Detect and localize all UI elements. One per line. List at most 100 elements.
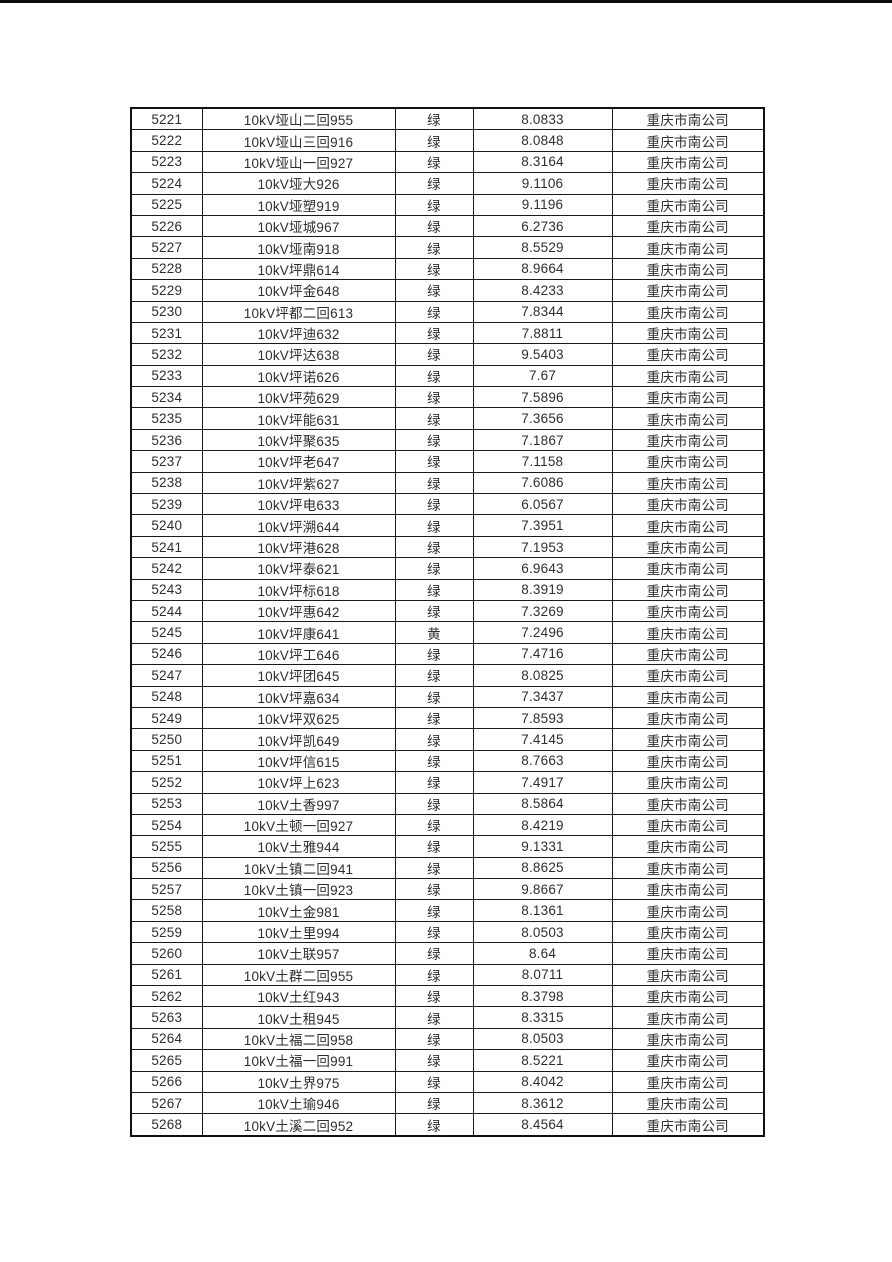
row-index-cell: 5264 (130, 1027, 203, 1051)
status-cell: 绿 (394, 514, 474, 537)
status-cell: 绿 (394, 129, 474, 152)
value-cell: 7.4145 (472, 728, 613, 751)
row-index-cell: 5228 (130, 257, 203, 281)
company-cell: 重庆市南公司 (611, 1006, 765, 1029)
table-row: 5241 10kV坪港628 绿 7.1953 重庆市南公司 (130, 535, 765, 559)
table-row: 5266 10kV土界975 绿 8.4042 重庆市南公司 (130, 1070, 765, 1093)
value-cell: 8.0711 (472, 963, 613, 987)
value-cell: 7.67 (472, 364, 613, 388)
status-cell: 绿 (394, 193, 474, 216)
company-cell: 重庆市南公司 (611, 450, 765, 473)
row-index-cell: 5235 (130, 407, 203, 430)
line-name-cell: 10kV坪凯649 (201, 728, 396, 751)
value-cell: 7.5896 (472, 386, 613, 409)
table-row: 5261 10kV土群二回955 绿 8.0711 重庆市南公司 (130, 963, 765, 987)
line-name-cell: 10kV土雅944 (201, 835, 396, 858)
line-name-cell: 10kV坪聚635 (201, 428, 396, 452)
row-index-cell: 5241 (130, 535, 203, 559)
line-data-table: 5221 10kV垭山二回955 绿 8.0833 重庆市南公司 5222 10… (130, 107, 765, 1137)
table-row: 5239 10kV坪电633 绿 6.0567 重庆市南公司 (130, 493, 765, 516)
status-cell: 绿 (394, 878, 474, 901)
line-name-cell: 10kV垭塑919 (201, 193, 396, 216)
company-cell: 重庆市南公司 (611, 107, 765, 131)
status-cell: 绿 (394, 386, 474, 409)
table-row: 5249 10kV坪双625 绿 7.8593 重庆市南公司 (130, 706, 765, 730)
company-cell: 重庆市南公司 (611, 471, 765, 495)
row-index-cell: 5246 (130, 642, 203, 666)
line-name-cell: 10kV土金981 (201, 899, 396, 922)
table-row: 5240 10kV坪溯644 绿 7.3951 重庆市南公司 (130, 514, 765, 537)
company-cell: 重庆市南公司 (611, 685, 765, 708)
row-index-cell: 5248 (130, 685, 203, 708)
line-name-cell: 10kV坪康641 (201, 621, 396, 644)
status-cell: 绿 (394, 771, 474, 794)
status-cell: 绿 (394, 107, 474, 131)
line-name-cell: 10kV土顿一回927 (201, 813, 396, 837)
table-row: 5246 10kV坪工646 绿 7.4716 重庆市南公司 (130, 642, 765, 666)
line-name-cell: 10kV土红943 (201, 985, 396, 1008)
row-index-cell: 5244 (130, 599, 203, 623)
row-index-cell: 5226 (130, 214, 203, 238)
value-cell: 7.4716 (472, 642, 613, 666)
status-cell: 绿 (394, 749, 474, 773)
status-cell: 绿 (394, 257, 474, 281)
status-cell: 绿 (394, 364, 474, 388)
table-row: 5263 10kV土租945 绿 8.3315 重庆市南公司 (130, 1006, 765, 1029)
company-cell: 重庆市南公司 (611, 557, 765, 580)
row-index-cell: 5225 (130, 193, 203, 216)
row-index-cell: 5224 (130, 172, 203, 195)
company-cell: 重庆市南公司 (611, 514, 765, 537)
company-cell: 重庆市南公司 (611, 364, 765, 388)
line-name-cell: 10kV土界975 (201, 1070, 396, 1093)
table-row: 5267 10kV土瑜946 绿 8.3612 重庆市南公司 (130, 1091, 765, 1115)
table-row: 5257 10kV土镇一回923 绿 9.8667 重庆市南公司 (130, 878, 765, 901)
status-cell: 绿 (394, 535, 474, 559)
line-name-cell: 10kV坪工646 (201, 642, 396, 666)
company-cell: 重庆市南公司 (611, 1113, 765, 1137)
company-cell: 重庆市南公司 (611, 878, 765, 901)
line-name-cell: 10kV土群二回955 (201, 963, 396, 987)
value-cell: 8.5864 (472, 792, 613, 815)
status-cell: 绿 (394, 963, 474, 987)
company-cell: 重庆市南公司 (611, 664, 765, 687)
company-cell: 重庆市南公司 (611, 321, 765, 345)
status-cell: 绿 (394, 450, 474, 473)
table-row: 5253 10kV土香997 绿 8.5864 重庆市南公司 (130, 792, 765, 815)
status-cell: 绿 (394, 428, 474, 452)
company-cell: 重庆市南公司 (611, 835, 765, 858)
value-cell: 7.6086 (472, 471, 613, 495)
value-cell: 7.3951 (472, 514, 613, 537)
value-cell: 8.3919 (472, 578, 613, 601)
value-cell: 8.3315 (472, 1006, 613, 1029)
line-name-cell: 10kV坪金648 (201, 279, 396, 302)
row-index-cell: 5239 (130, 493, 203, 516)
table-row: 5247 10kV坪团645 绿 8.0825 重庆市南公司 (130, 664, 765, 687)
company-cell: 重庆市南公司 (611, 257, 765, 281)
row-index-cell: 5227 (130, 236, 203, 259)
company-cell: 重庆市南公司 (611, 942, 765, 965)
company-cell: 重庆市南公司 (611, 1091, 765, 1115)
line-name-cell: 10kV土瑜946 (201, 1091, 396, 1115)
value-cell: 8.3164 (472, 150, 613, 174)
company-cell: 重庆市南公司 (611, 279, 765, 302)
row-index-cell: 5251 (130, 749, 203, 773)
row-index-cell: 5240 (130, 514, 203, 537)
company-cell: 重庆市南公司 (611, 706, 765, 730)
company-cell: 重庆市南公司 (611, 920, 765, 944)
value-cell: 8.7663 (472, 749, 613, 773)
row-index-cell: 5249 (130, 706, 203, 730)
table-row: 5250 10kV坪凯649 绿 7.4145 重庆市南公司 (130, 728, 765, 751)
table-row: 5223 10kV垭山一回927 绿 8.3164 重庆市南公司 (130, 150, 765, 174)
value-cell: 8.4233 (472, 279, 613, 302)
line-name-cell: 10kV土里994 (201, 920, 396, 944)
value-cell: 7.2496 (472, 621, 613, 644)
line-name-cell: 10kV坪泰621 (201, 557, 396, 580)
status-cell: 绿 (394, 835, 474, 858)
value-cell: 8.8625 (472, 856, 613, 880)
status-cell: 绿 (394, 172, 474, 195)
value-cell: 6.0567 (472, 493, 613, 516)
table-row: 5221 10kV垭山二回955 绿 8.0833 重庆市南公司 (130, 107, 765, 131)
table-row: 5248 10kV坪嘉634 绿 7.3437 重庆市南公司 (130, 685, 765, 708)
value-cell: 8.4042 (472, 1070, 613, 1093)
status-cell: 绿 (394, 942, 474, 965)
